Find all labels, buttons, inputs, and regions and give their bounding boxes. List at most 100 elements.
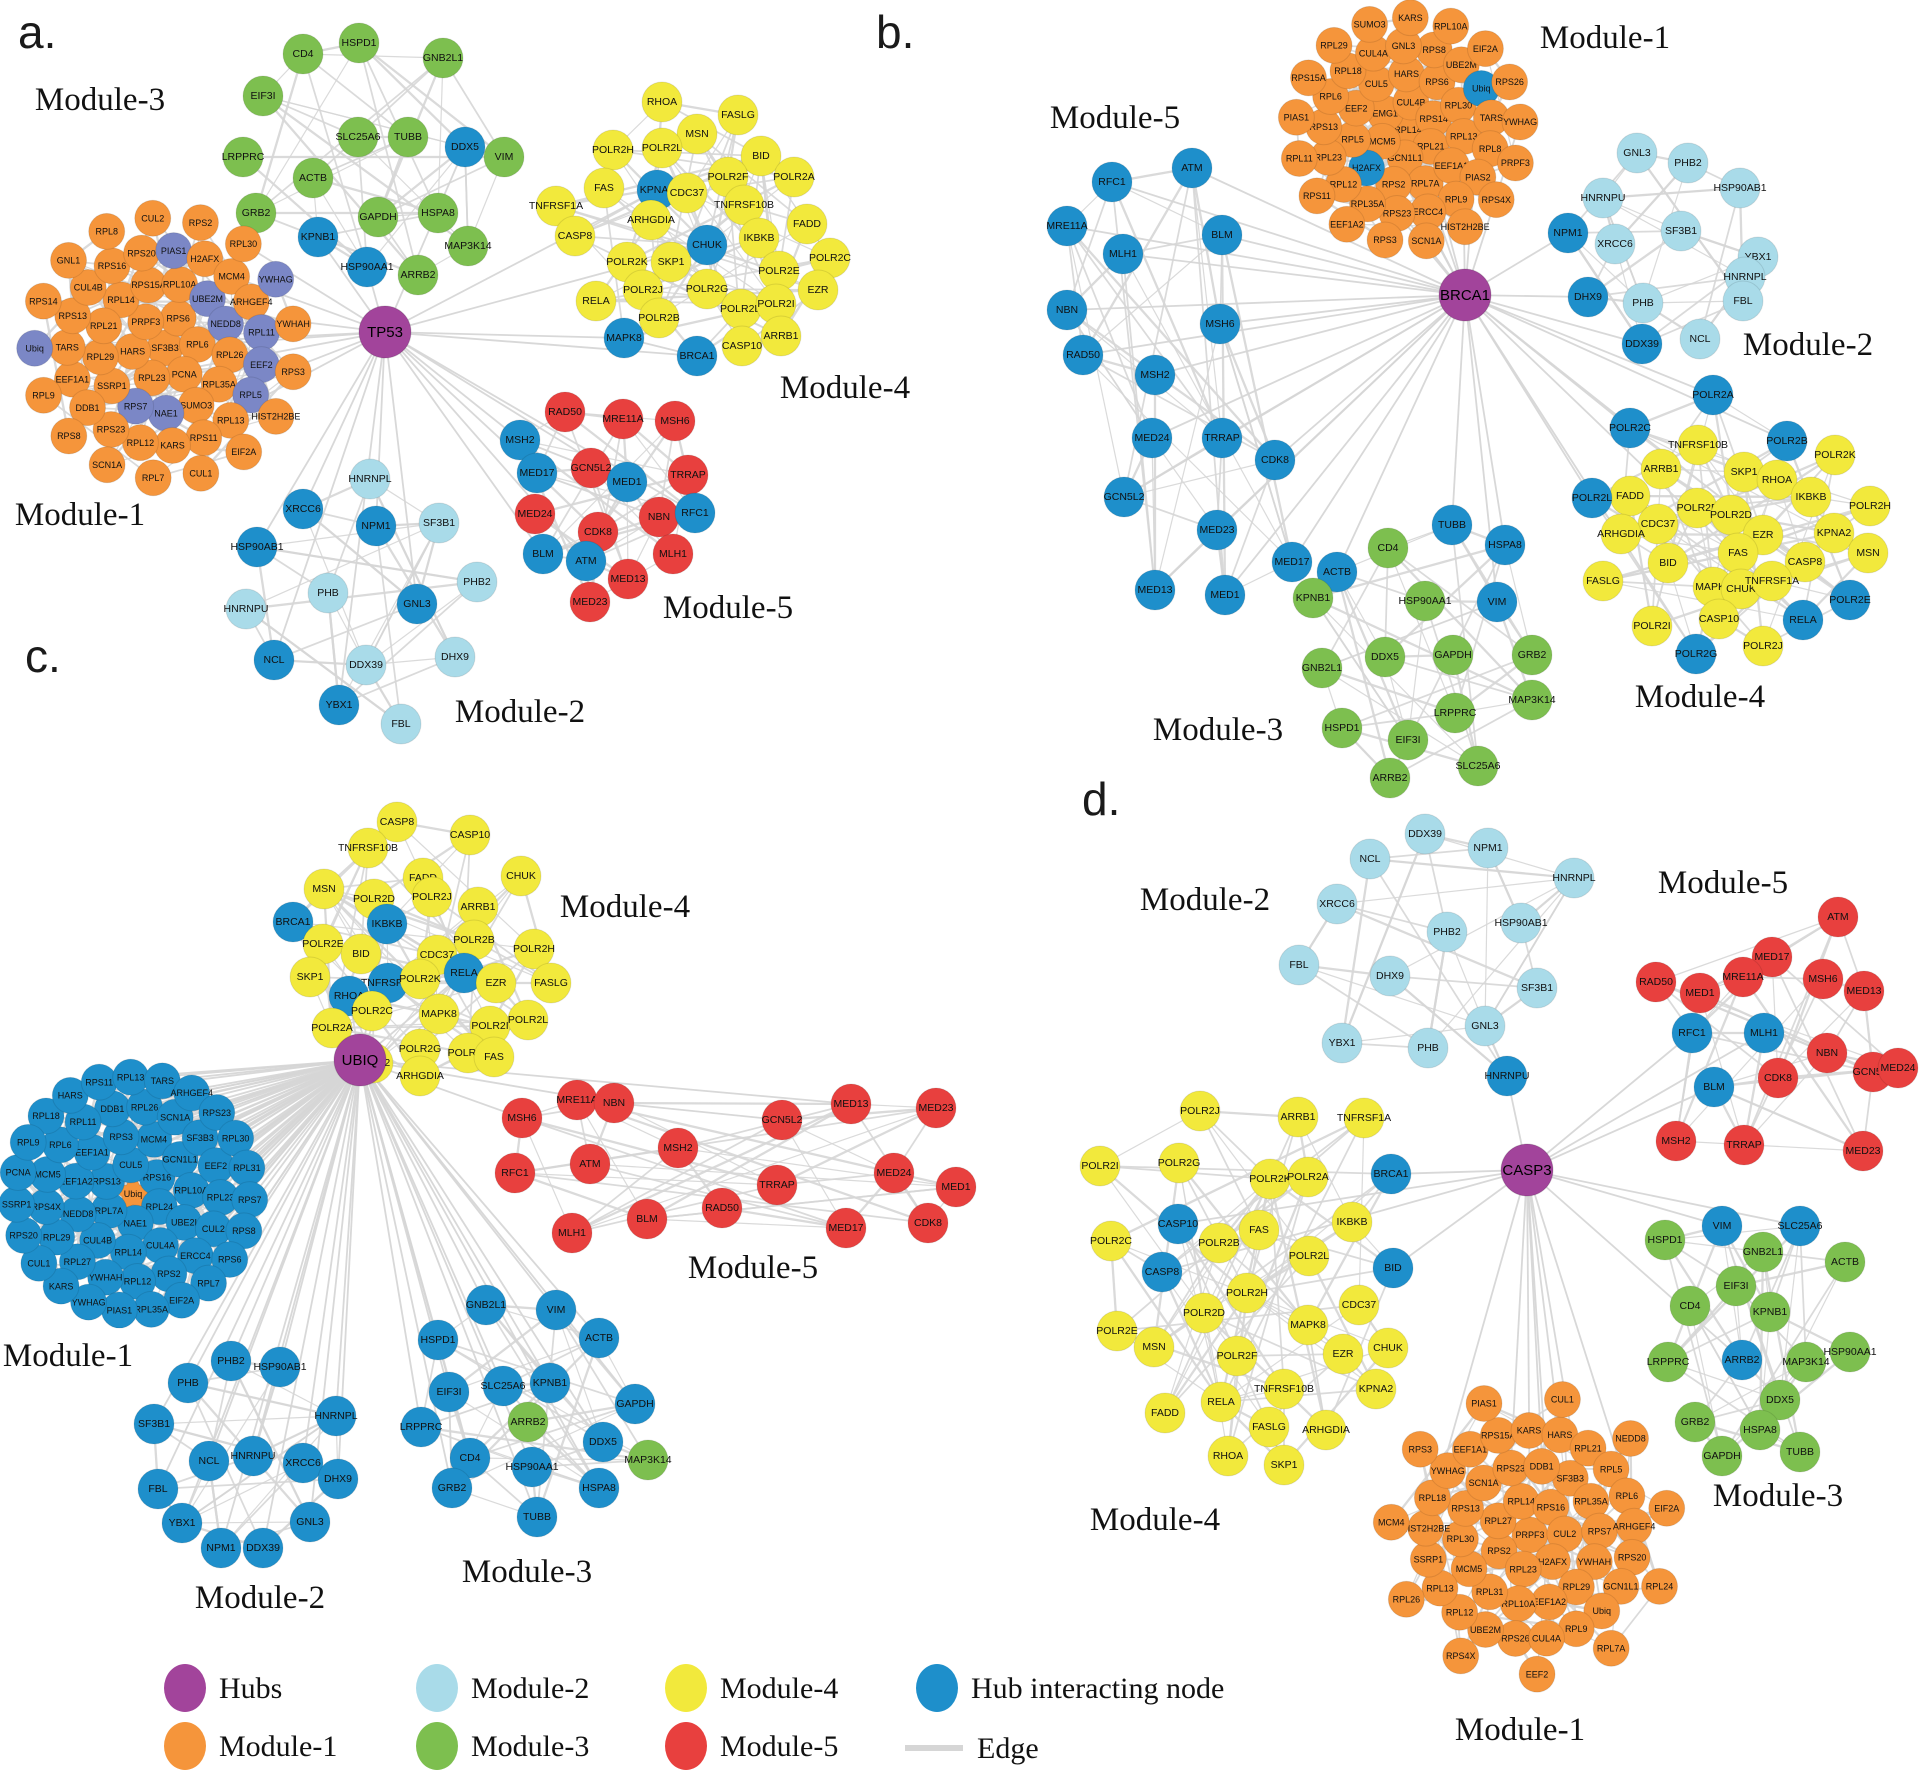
node-XRCC6[interactable] <box>1316 883 1358 925</box>
node-KPNA2[interactable] <box>1355 1368 1397 1410</box>
node-NBN[interactable] <box>593 1082 635 1124</box>
node-RPS13[interactable] <box>54 297 92 335</box>
node-TNFRSF10B[interactable] <box>1677 424 1719 466</box>
node-BLM[interactable] <box>626 1198 668 1240</box>
node-FBL[interactable] <box>137 1468 179 1510</box>
node-GRB2[interactable] <box>431 1467 473 1509</box>
node-EIF3I[interactable] <box>242 75 284 117</box>
node-CASP8[interactable] <box>1141 1251 1183 1293</box>
node-TRRAP[interactable] <box>1723 1124 1765 1166</box>
node-POLR2L[interactable] <box>1571 477 1613 519</box>
node-SKP1[interactable] <box>1263 1444 1305 1486</box>
node-GNB2L1[interactable] <box>1742 1231 1784 1273</box>
node-GNL1[interactable] <box>50 241 88 279</box>
node-Ubiq[interactable] <box>16 329 54 367</box>
node-TNFRSF10B[interactable] <box>1263 1368 1305 1410</box>
node-DHX9[interactable] <box>1567 276 1609 318</box>
node-UBE2M[interactable] <box>188 280 226 318</box>
node-KARS[interactable] <box>1391 0 1429 37</box>
node-CASP10[interactable] <box>1698 598 1740 640</box>
node-GNL3[interactable] <box>1464 1005 1506 1047</box>
node-TNFRSF1A[interactable] <box>1343 1097 1385 1139</box>
node-RFC1[interactable] <box>494 1152 536 1194</box>
node-BRCA1[interactable] <box>1370 1153 1412 1195</box>
node-LRPPRC[interactable] <box>400 1406 442 1448</box>
node-POLR2L[interactable] <box>641 127 683 169</box>
node-LRPPRC[interactable] <box>1434 692 1476 734</box>
node-ARHGDIA[interactable] <box>399 1055 441 1097</box>
node-CHUK[interactable] <box>686 224 728 266</box>
node-YWHAG[interactable] <box>1429 1452 1467 1490</box>
node-MSN[interactable] <box>676 113 718 155</box>
node-MED23[interactable] <box>1196 509 1238 551</box>
node-FASLG[interactable] <box>530 962 572 1004</box>
node-EZR[interactable] <box>797 269 839 311</box>
node-FADD[interactable] <box>786 203 828 245</box>
node-MLH1[interactable] <box>1102 233 1144 275</box>
node-MAP3K14[interactable] <box>1785 1341 1827 1383</box>
node-NPM1[interactable] <box>200 1527 242 1569</box>
node-RPS14[interactable] <box>24 282 62 320</box>
node-HNRNPU[interactable] <box>1486 1055 1528 1097</box>
node-DDX39[interactable] <box>1404 813 1446 855</box>
node-RPS11[interactable] <box>1298 177 1336 215</box>
node-MLH1[interactable] <box>1743 1012 1785 1054</box>
node-RPL29[interactable] <box>1315 26 1353 64</box>
node-CUL1[interactable] <box>20 1244 58 1282</box>
node-POLR2K[interactable] <box>1814 434 1856 476</box>
node-RELA[interactable] <box>1782 599 1824 641</box>
node-FADD[interactable] <box>1144 1392 1186 1434</box>
node-MRE11A[interactable] <box>1046 205 1088 247</box>
node-FAS[interactable] <box>583 167 625 209</box>
node-SLC25A6[interactable] <box>1779 1205 1821 1247</box>
node-PHB[interactable] <box>167 1362 209 1404</box>
node-PHB2[interactable] <box>1426 911 1468 953</box>
node-MCM4[interactable] <box>1372 1503 1410 1541</box>
node-FASLG[interactable] <box>1248 1406 1290 1448</box>
node-ARRB2[interactable] <box>1369 757 1411 799</box>
node-DDB1[interactable] <box>1523 1447 1561 1485</box>
node-PHB[interactable] <box>307 572 349 614</box>
node-TUBB[interactable] <box>1779 1431 1821 1473</box>
node-POLR2A[interactable] <box>311 1007 353 1049</box>
node-POLR2A[interactable] <box>1287 1156 1329 1198</box>
node-YBX1[interactable] <box>318 684 360 726</box>
node-HSP90AA1[interactable] <box>1404 580 1446 622</box>
node-HSP90AB1[interactable] <box>259 1346 301 1388</box>
node-HSPA8[interactable] <box>1739 1409 1781 1451</box>
node-MRE11A[interactable] <box>1722 956 1764 998</box>
node-PHB[interactable] <box>1622 282 1664 324</box>
node-DDX5[interactable] <box>582 1421 624 1463</box>
node-POLR2J[interactable] <box>411 876 453 918</box>
node-RPL26[interactable] <box>1387 1580 1425 1618</box>
node-XRCC6[interactable] <box>282 1442 324 1484</box>
node-GNL3[interactable] <box>289 1501 331 1543</box>
node-RPL5[interactable] <box>232 376 270 414</box>
node-HIST2H2BE[interactable] <box>1446 208 1484 246</box>
node-HSPD1[interactable] <box>417 1319 459 1361</box>
node-TRRAP[interactable] <box>1201 417 1243 459</box>
node-YWHAH[interactable] <box>1575 1543 1613 1581</box>
node-PIAS1[interactable] <box>1277 98 1315 136</box>
node-ATM[interactable] <box>565 540 607 582</box>
node-ARRB1[interactable] <box>1277 1096 1319 1138</box>
node-HSP90AB1[interactable] <box>1719 167 1761 209</box>
node-EIF2A[interactable] <box>1466 30 1504 68</box>
node-HSPA8[interactable] <box>578 1467 620 1509</box>
node-PHB[interactable] <box>1407 1027 1449 1069</box>
node-HSP90AA1[interactable] <box>1829 1331 1871 1373</box>
hub-node-TP53[interactable] <box>358 305 412 359</box>
node-RPS6[interactable] <box>211 1240 249 1278</box>
node-GNB2L1[interactable] <box>422 37 464 79</box>
node-RAD50[interactable] <box>1635 961 1677 1003</box>
node-SF3B1[interactable] <box>1660 210 1702 252</box>
node-IKBKB[interactable] <box>1790 476 1832 518</box>
node-RPL11[interactable] <box>1280 139 1318 177</box>
node-MED24[interactable] <box>1877 1047 1919 1089</box>
node-MED23[interactable] <box>569 581 611 623</box>
node-POLR2J[interactable] <box>1742 625 1784 667</box>
node-BRCA1[interactable] <box>272 901 314 943</box>
node-EIF3I[interactable] <box>1715 1265 1757 1307</box>
node-CHUK[interactable] <box>500 855 542 897</box>
node-POLR2G[interactable] <box>1675 633 1717 675</box>
